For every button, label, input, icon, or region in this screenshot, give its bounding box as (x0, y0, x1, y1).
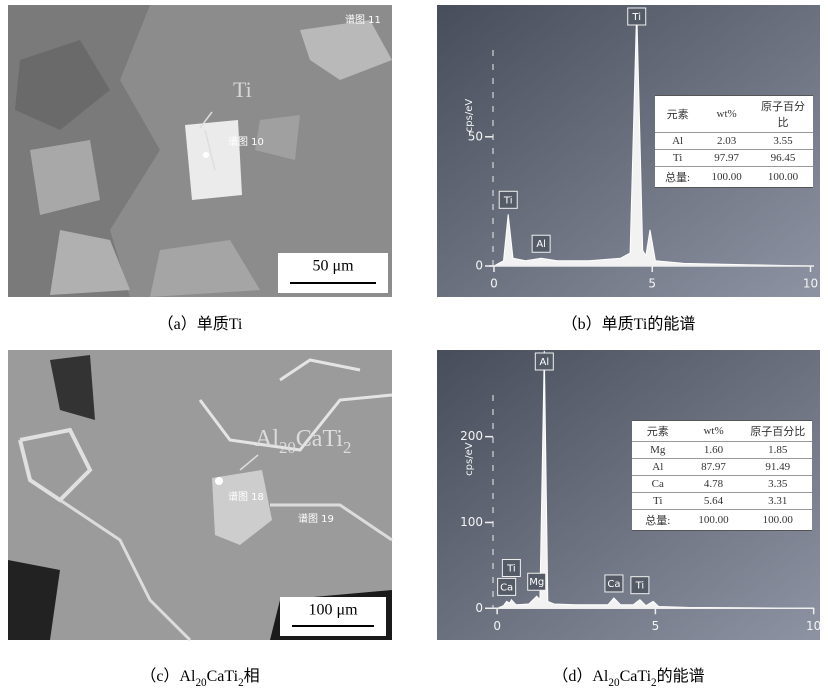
table-cell: Al (655, 133, 700, 150)
text-segment: （a）单质Ti (158, 315, 243, 333)
scale-bar-label: 100 μm (308, 602, 358, 619)
table-cell: 96.45 (753, 150, 813, 167)
text-segment: 20 (608, 677, 620, 689)
table-cell: 4.78 (684, 476, 744, 493)
sem-image-a: Ti 谱图 11 谱图 10 50 μm (8, 5, 392, 297)
table-cell: Ca (632, 476, 684, 493)
text-segment: （d）Al (552, 667, 609, 685)
caption: （c）Al20CaTi2相 (140, 667, 259, 689)
table-cell: 原子百分比 (744, 421, 812, 442)
scale-bar-label: 50 μm (312, 258, 354, 275)
table-cell: 3.31 (744, 493, 812, 510)
text-segment: 相 (244, 667, 260, 685)
table-cell: wt% (684, 421, 744, 442)
text-segment: 2 (343, 438, 351, 457)
peak-label: Ca (500, 582, 513, 593)
x-tick-label: 10 (803, 276, 818, 290)
table-cell: 100.00 (684, 510, 744, 531)
peak-label: Ti (631, 12, 641, 23)
peak-label: Ti (503, 195, 513, 206)
table-cell: 3.35 (744, 476, 812, 493)
text-segment: CaTi (296, 426, 343, 452)
caption: （a）单质Ti (158, 315, 243, 333)
table-cell: 3.55 (753, 133, 813, 150)
y-axis-label: cps/eV (464, 442, 475, 476)
annotation: 谱图 18 (228, 490, 264, 503)
peak-label: Ti (506, 564, 516, 575)
caption: （d）Al20CaTi2的能谱 (552, 667, 704, 689)
y-tick-label: 100 (460, 515, 483, 529)
table-cell: 总量: (632, 510, 684, 531)
caption: （b）单质Ti的能谱 (562, 315, 696, 333)
text-segment: （c）Al (140, 667, 196, 685)
table-cell: 2.03 (700, 133, 753, 150)
x-tick-label: 10 (806, 619, 821, 633)
annotation: 谱图 10 (228, 135, 264, 148)
table-cell: 元素 (632, 421, 684, 442)
table-cell: 元素 (655, 96, 700, 133)
y-axis-label: cps/eV (464, 99, 475, 133)
table-cell: 87.97 (684, 459, 744, 476)
table-row: Mg1.601.85 (632, 442, 812, 459)
x-tick-label: 5 (652, 619, 660, 633)
text-segment: （b）单质Ti的能谱 (562, 315, 696, 333)
text-segment: 20 (195, 677, 207, 689)
text-segment: 20 (279, 438, 296, 457)
table-cell: Al (632, 459, 684, 476)
table-cell: 1.85 (744, 442, 812, 459)
x-tick-label: 0 (493, 619, 501, 633)
annotation: Ti (233, 77, 252, 102)
table-cell: Mg (632, 442, 684, 459)
table-cell: 总量: (655, 167, 700, 188)
sem-image-c: Al20CaTi2 谱图 18 谱图 19 100 μm (8, 350, 392, 640)
peak-label: Al (536, 239, 546, 250)
peak-label: Ca (607, 579, 620, 590)
table-cell: 100.00 (700, 167, 753, 188)
y-tick-label: 0 (475, 258, 483, 272)
peak-label: Al (539, 357, 549, 368)
page: { "figure": { "a": { "caption": [{"text"… (0, 0, 828, 693)
table-cell: 100.00 (744, 510, 812, 531)
text-segment: CaTi (207, 668, 239, 685)
table-cell: 原子百分比 (753, 96, 813, 133)
x-tick-label: 5 (648, 276, 656, 290)
table-cell: Ti (655, 150, 700, 167)
table-cell: 5.64 (684, 493, 744, 510)
table-cell: 1.60 (684, 442, 744, 459)
table-cell: 91.49 (744, 459, 812, 476)
table-cell: Ti (632, 493, 684, 510)
x-tick-label: 0 (490, 276, 498, 290)
text-segment: 的能谱 (657, 667, 705, 685)
text-segment: CaTi (620, 668, 652, 685)
y-tick-label: 0 (475, 601, 483, 615)
table-cell: wt% (700, 96, 753, 133)
table-cell: 97.97 (700, 150, 753, 167)
annotation: 谱图 11 (345, 13, 381, 26)
peak-label: Mg (529, 577, 544, 588)
peak-label: Ti (635, 581, 645, 592)
annotation: 谱图 19 (298, 512, 334, 525)
text-segment: Al (255, 426, 279, 452)
y-tick-label: 200 (460, 429, 483, 443)
table-cell: 100.00 (753, 167, 813, 188)
